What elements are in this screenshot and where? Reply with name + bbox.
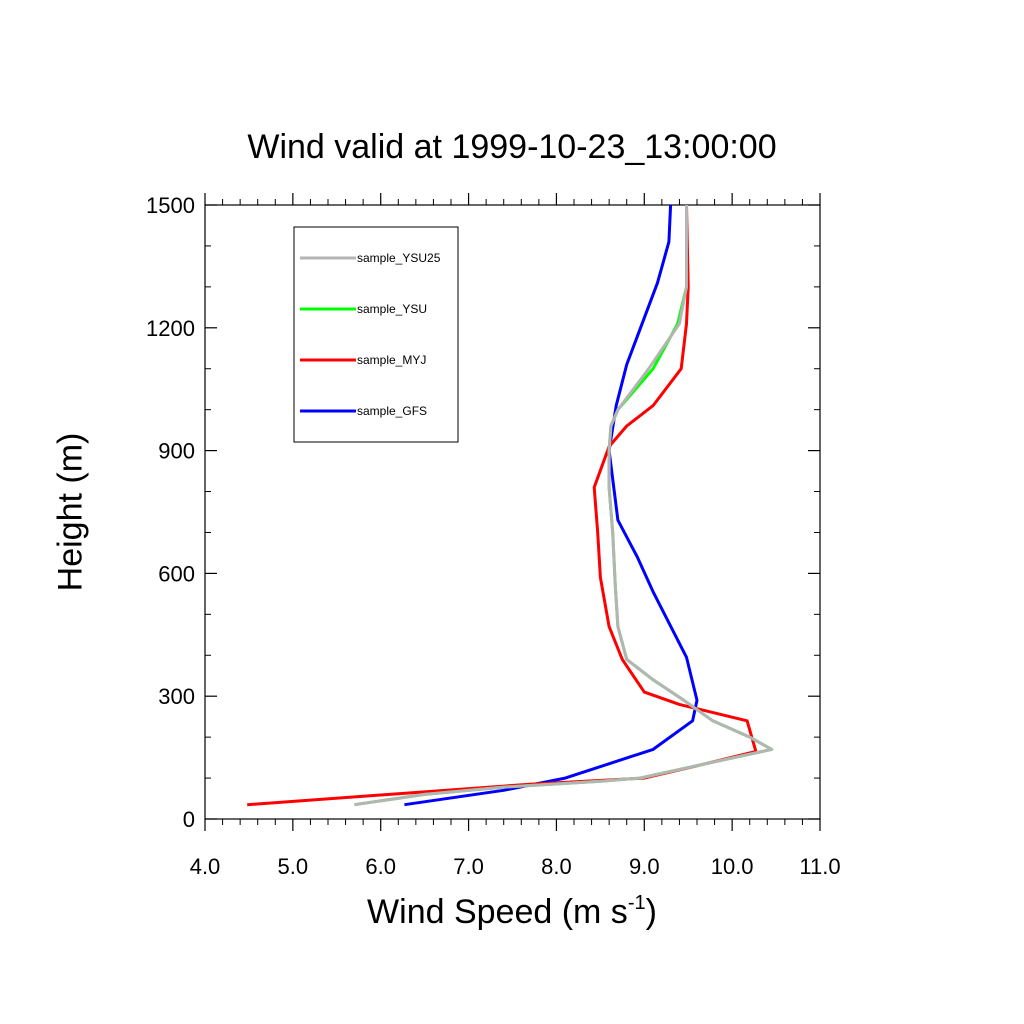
y-tick-label: 900 (158, 439, 195, 464)
x-tick-label: 4.0 (190, 854, 221, 879)
plot-frame (204, 204, 821, 820)
x-axis-label-base: Wind Speed (m s (367, 893, 628, 931)
series-line-sample_GFS (404, 204, 699, 807)
y-tick-label: 600 (158, 561, 195, 586)
series-line-sample_YSU25 (354, 205, 774, 807)
x-axis-label-close: ) (645, 893, 657, 931)
y-tick-label: 1200 (146, 316, 195, 341)
legend: sample_YSU25 sample_YSU sample_MYJ sample_G… (293, 226, 459, 443)
x-axis-label: Wind Speed (m s-1) (0, 892, 1024, 932)
x-axis-label-sup: -1 (627, 892, 646, 914)
y-tick-label: 1500 (146, 193, 195, 218)
x-tick-label: 8.0 (541, 854, 572, 879)
x-tick-label: 7.0 (453, 854, 484, 879)
legend-label: sample_YSU25 (357, 251, 441, 265)
y-tick-label: 0 (183, 807, 195, 832)
y-axis-label: Height (m) (51, 432, 90, 592)
legend-label: sample_GFS (357, 404, 427, 418)
x-tick-label: 11.0 (799, 854, 840, 879)
legend-label: sample_YSU (357, 302, 427, 316)
axes: 0 300 600 900 1200 1500 4.0 5.0 6.0 7.0 8.0 9.0 10.0… (146, 193, 841, 879)
x-tick-label: 6.0 (365, 854, 396, 879)
x-tick-label: 10.0 (711, 854, 754, 879)
series-layer (247, 204, 774, 807)
legend-label: sample_MYJ (357, 353, 426, 367)
legend-box (293, 226, 459, 443)
x-tick-label: 9.0 (629, 854, 660, 879)
chart-title: Wind valid at 1999-10-23_13:00:00 (247, 128, 777, 166)
y-tick-label: 300 (158, 684, 195, 709)
x-tick-label: 5.0 (278, 854, 309, 879)
